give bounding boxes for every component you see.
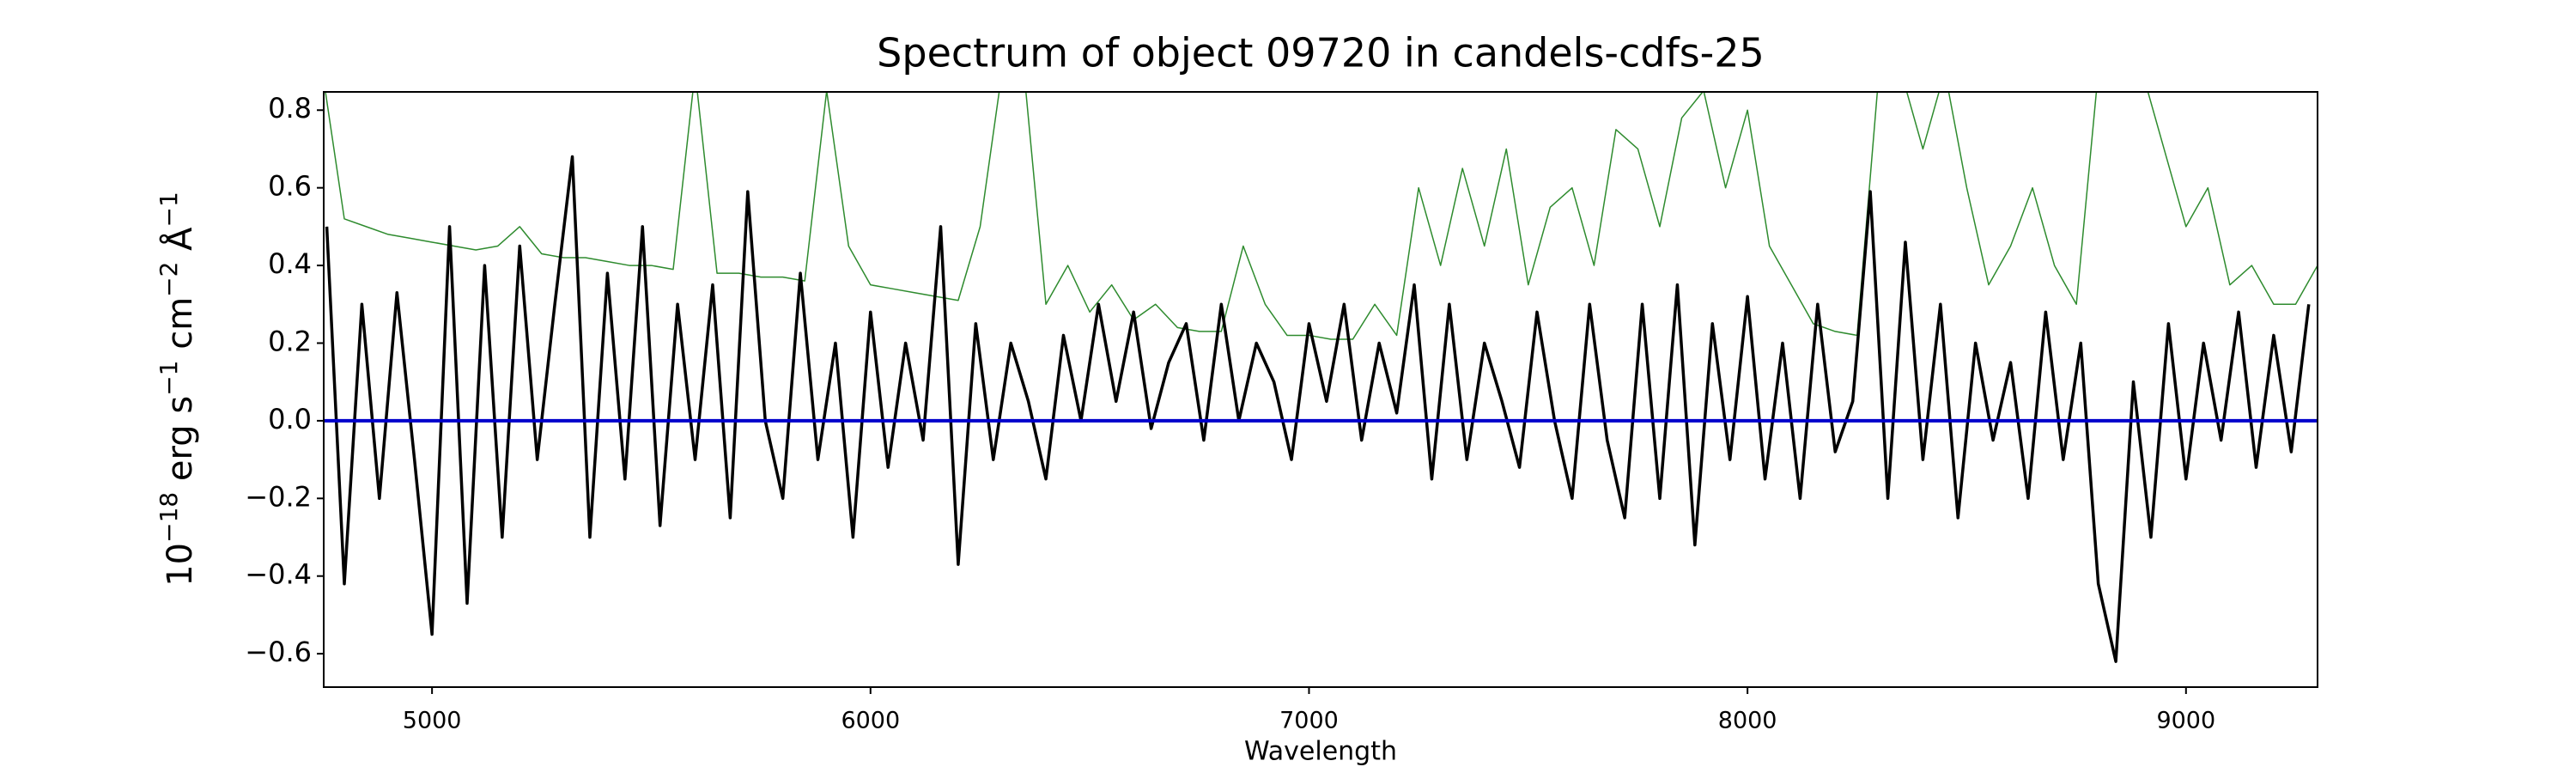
y-tick-label: 0.0: [268, 403, 312, 435]
x-tick-label: 7000: [1279, 708, 1339, 734]
y-label-part: −1: [155, 192, 183, 227]
chart-title: Spectrum of object 09720 in candels-cdfs…: [877, 30, 1765, 76]
x-tick-label: 6000: [841, 708, 900, 734]
spectrum-line: [325, 155, 2311, 663]
y-tick-label: −0.2: [245, 480, 312, 513]
y-tick-label: 0.6: [268, 170, 312, 203]
spectrum-line: [325, 92, 2318, 340]
y-tick-label: 0.8: [268, 92, 312, 125]
y-tick-label: −0.4: [245, 558, 312, 591]
y-tick-label: −0.6: [245, 636, 312, 668]
plot-area: [324, 92, 2318, 663]
y-label-part: Å: [159, 227, 200, 262]
x-tick-label: 5000: [403, 708, 462, 734]
y-label-part: −18: [155, 492, 183, 543]
plot-frame: [323, 91, 2318, 688]
y-label-part: −1: [155, 361, 183, 396]
y-label-part: 10: [161, 543, 200, 587]
y-axis-label: 10−18 erg s−1 cm−2 Å−1: [155, 192, 200, 587]
y-tick-label: 0.4: [268, 247, 312, 280]
y-tick-label: 0.2: [268, 325, 312, 357]
x-axis-label: Wavelength: [1244, 737, 1397, 767]
y-label-part: −2: [155, 262, 183, 297]
y-label-part: erg s: [161, 396, 200, 492]
x-tick-label: 9000: [2156, 708, 2215, 734]
y-label-part: cm: [161, 297, 200, 361]
x-tick-label: 8000: [1718, 708, 1777, 734]
